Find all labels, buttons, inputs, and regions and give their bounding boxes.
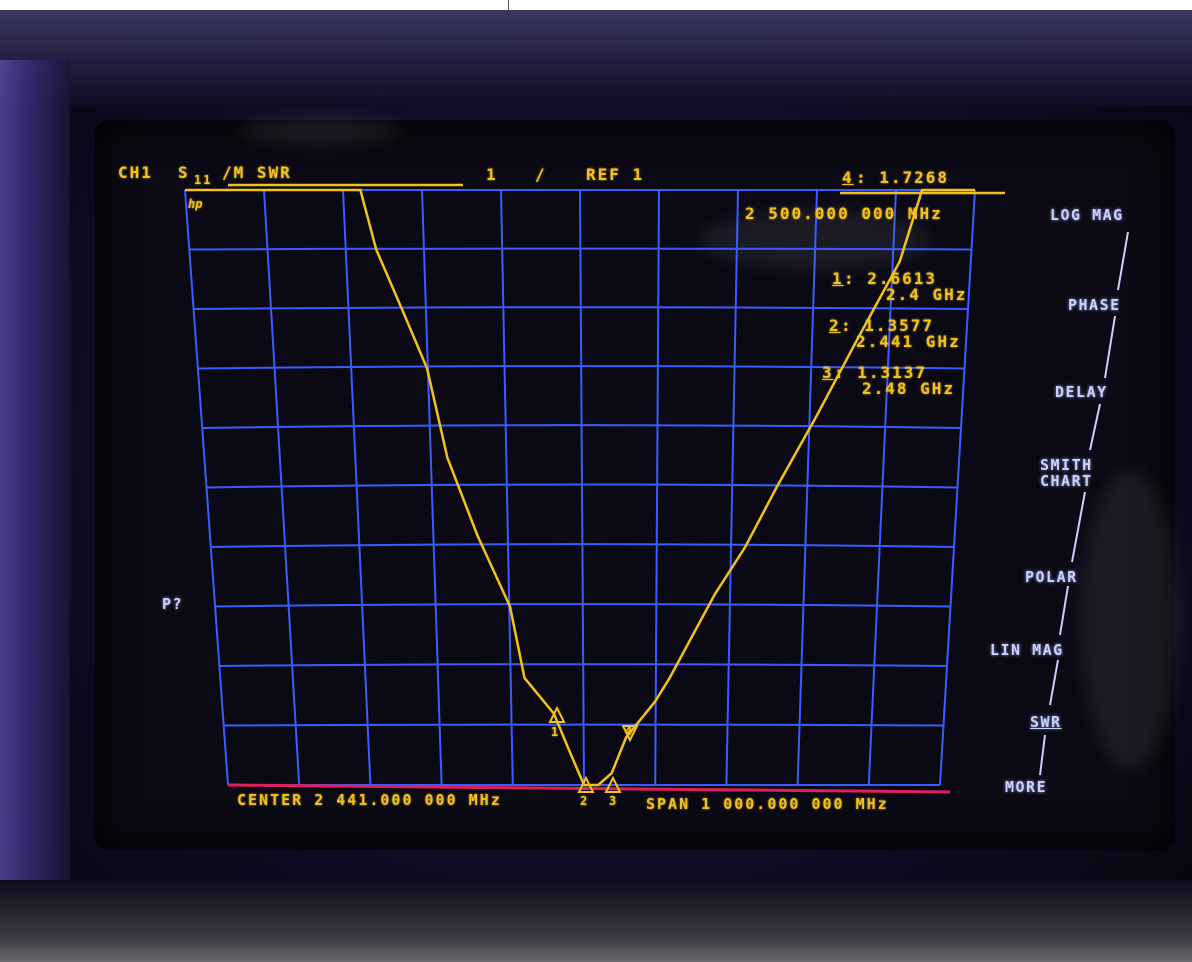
softkey-divider — [1039, 734, 1046, 776]
marker-4-label: 4 — [625, 724, 635, 738]
marker-1-triangle — [548, 705, 566, 723]
graticule-vertical — [263, 189, 301, 786]
softkey-smith-chart[interactable]: SMITH CHART — [1040, 456, 1093, 490]
graticule-vertical — [867, 189, 897, 786]
channel-label: CH1 — [118, 163, 153, 182]
marker-1-value: : 2.6613 — [844, 269, 938, 288]
parameter-label: S — [178, 163, 190, 182]
graticule-vertical — [421, 189, 443, 786]
graticule-horizontal — [219, 663, 948, 667]
softkey-phase[interactable]: PHASE — [1068, 296, 1121, 314]
softkey-swr[interactable]: SWR — [1030, 713, 1062, 731]
marker-3-value: : 1.3137 — [834, 363, 928, 382]
graticule-horizontal — [193, 306, 969, 310]
active-marker-value: : 1.7268 — [856, 168, 950, 187]
format-label: /M SWR — [222, 163, 292, 182]
marker-1-label: 1 — [551, 725, 561, 739]
status-indicator: P? — [162, 595, 184, 613]
softkey-log-mag[interactable]: LOG MAG — [1050, 206, 1124, 224]
softkey-divider — [1104, 315, 1116, 379]
graticule-vertical — [654, 189, 660, 786]
graticule-vertical — [725, 189, 739, 786]
marker-2-number: 2 — [829, 316, 841, 335]
marker-2-label: 2 — [580, 794, 590, 808]
marker-triangles — [548, 705, 639, 793]
graticule-vertical — [342, 189, 372, 786]
graticule-vertical — [579, 189, 585, 786]
active-marker-number: 4 — [842, 168, 854, 187]
span-frequency: SPAN 1 000.000 000 MHz — [646, 795, 889, 813]
softkey-more[interactable]: MORE — [1005, 778, 1048, 796]
softkey-divider — [1059, 585, 1069, 636]
marker-3-label: 3 — [609, 794, 619, 808]
marker-1-number: 1 — [832, 269, 844, 288]
softkey-divider — [1071, 491, 1086, 563]
screen-glare — [240, 115, 400, 145]
marker-3-triangle — [604, 775, 622, 793]
hp-logo: hp — [188, 197, 203, 211]
graticule-horizontal — [210, 543, 955, 548]
softkey-divider — [1089, 403, 1101, 451]
instrument-bezel-top — [0, 10, 1192, 105]
softkey-divider — [1117, 231, 1129, 291]
graticule-horizontal — [189, 247, 972, 251]
softkey-delay[interactable]: DELAY — [1055, 383, 1108, 401]
screen-glare — [1080, 470, 1180, 770]
scale-separator: / — [535, 165, 547, 184]
graticule-horizontal — [206, 483, 958, 489]
marker-3-number: 3 — [822, 363, 834, 382]
softkey-polar[interactable]: POLAR — [1025, 568, 1078, 586]
graticule-horizontal — [223, 723, 944, 727]
graticule-vertical — [500, 189, 514, 786]
graticule — [184, 188, 1129, 787]
marker-2-triangle — [577, 775, 595, 793]
graticule-vertical — [796, 189, 818, 786]
softkey-divider — [1049, 659, 1059, 706]
graticule-horizontal — [215, 603, 951, 608]
graticule-horizontal — [197, 365, 965, 370]
marker-2-value: : 1.3577 — [841, 316, 935, 335]
marker-2-frequency: 2.441 GHz — [856, 332, 961, 351]
instrument-bezel-bottom — [0, 880, 1192, 962]
swr-trace — [185, 188, 975, 787]
reference-label: REF 1 — [586, 165, 645, 184]
instrument-bezel-left — [0, 60, 70, 880]
parameter-subscript: 11 — [194, 173, 213, 187]
graticule-horizontal — [202, 424, 962, 429]
marker-3-frequency: 2.48 GHz — [862, 379, 956, 398]
marker-1-frequency: 2.4 GHz — [886, 285, 968, 304]
softkey-lin-mag[interactable]: LIN MAG — [990, 641, 1064, 659]
scale-label: 1 — [486, 165, 498, 184]
marker-4-triangle — [621, 725, 639, 743]
active-marker-frequency: 2 500.000 000 MHz — [745, 204, 943, 223]
reference-line — [227, 783, 951, 794]
center-frequency: CENTER 2 441.000 000 MHz — [237, 791, 502, 809]
